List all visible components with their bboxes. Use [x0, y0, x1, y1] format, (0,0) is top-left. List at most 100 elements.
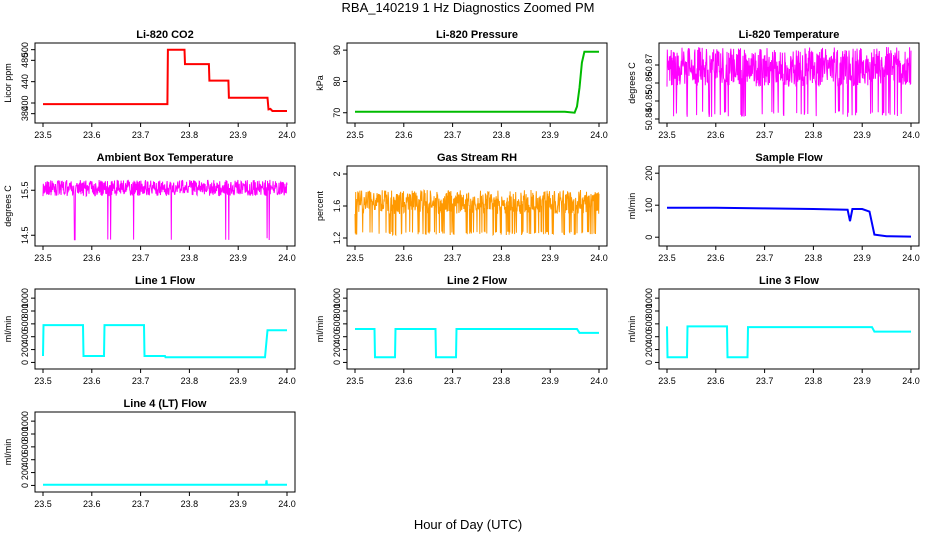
y-tick-label: 0 [20, 360, 30, 365]
y-tick-label: 50.84 [644, 108, 654, 131]
y-tick-label: 1000 [644, 288, 654, 308]
plot-frame [658, 288, 920, 370]
y-tick-label: 200 [20, 342, 30, 357]
chart-title: Line 3 Flow [759, 275, 819, 287]
x-tick-label: 23.9 [853, 376, 871, 386]
x-tick-label: 23.5 [658, 253, 676, 263]
chart-title: Line 4 (LT) Flow [124, 398, 207, 410]
x-tick-label: 23.7 [444, 253, 462, 263]
x-tick-label: 24.0 [278, 376, 296, 386]
x-tick-label: 23.9 [541, 376, 559, 386]
x-tick-label: 23.7 [756, 253, 774, 263]
plot-frame [658, 165, 920, 247]
x-tick-label: 23.6 [83, 499, 101, 509]
x-tick-label: 23.6 [395, 130, 413, 140]
chart-panel-sample-flow: Sample Flow ml/min 0 100 200 23.5 23.6 23.7 23.8… [627, 152, 920, 263]
y-tick-label: 800 [20, 303, 30, 318]
y-tick-label: 15.5 [20, 181, 30, 199]
y-tick-label: 50.85 [644, 90, 654, 113]
y-tick-label: 800 [20, 426, 30, 441]
y-tick-label: 400 [20, 329, 30, 344]
x-tick-label: 24.0 [590, 130, 608, 140]
x-tick-label: 23.9 [541, 130, 559, 140]
x-tick-label: 23.8 [493, 130, 511, 140]
y-axis-label: percent [315, 190, 325, 221]
x-tick-label: 23.8 [805, 130, 823, 140]
series-line [666, 46, 912, 118]
series-line [354, 189, 600, 237]
y-axis-label: ml/min [3, 316, 13, 343]
x-tick-label: 23.6 [83, 376, 101, 386]
x-tick-label: 23.5 [34, 376, 52, 386]
y-tick-label: 380 [20, 106, 30, 121]
x-tick-label: 23.8 [181, 376, 199, 386]
x-tick-label: 23.7 [132, 130, 150, 140]
x-tick-label: 23.8 [181, 253, 199, 263]
plot-frame [346, 288, 608, 370]
x-tick-label: 23.5 [34, 253, 52, 263]
y-tick-label: 1000 [20, 411, 30, 431]
y-tick-label: 500 [20, 42, 30, 57]
series-line [667, 206, 912, 238]
chart-title: Line 2 Flow [447, 275, 507, 287]
chart-title: Line 1 Flow [135, 275, 195, 287]
y-tick-label: 400 [20, 452, 30, 467]
x-axis-label: Hour of Day (UTC) [413, 517, 523, 532]
chart-title: Li-820 Pressure [436, 29, 518, 41]
y-axis-label: ml/min [315, 316, 325, 343]
y-tick-label: 0 [20, 483, 30, 488]
y-tick-label: 80 [332, 76, 342, 86]
x-tick-label: 23.7 [756, 376, 774, 386]
x-tick-label: 24.0 [278, 253, 296, 263]
x-tick-label: 23.5 [658, 376, 676, 386]
x-tick-label: 23.8 [805, 376, 823, 386]
y-tick-label: 0 [332, 360, 342, 365]
y-axis-label: degrees C [3, 185, 13, 227]
x-tick-label: 23.5 [658, 130, 676, 140]
y-tick-label: 0 [644, 235, 654, 240]
chart-panel-rh: Gas Stream RH percent 1.2 1.6 2 23.5 23.6 23.7 2… [315, 152, 608, 263]
x-tick-label: 23.6 [83, 130, 101, 140]
y-tick-label: 600 [644, 316, 654, 331]
x-tick-label: 23.8 [805, 253, 823, 263]
chart-title: Li-820 CO2 [136, 29, 193, 41]
series-line [43, 48, 287, 112]
x-tick-label: 24.0 [902, 376, 920, 386]
y-tick-label: 400 [332, 329, 342, 344]
x-tick-label: 23.7 [132, 499, 150, 509]
x-tick-label: 24.0 [278, 499, 296, 509]
y-tick-label: 90 [332, 45, 342, 55]
x-tick-label: 23.9 [853, 130, 871, 140]
x-tick-label: 23.6 [707, 253, 725, 263]
x-tick-label: 23.6 [395, 253, 413, 263]
series-line [43, 480, 287, 486]
y-axis-label: ml/min [3, 439, 13, 466]
y-tick-label: 200 [20, 465, 30, 480]
y-tick-label: 600 [332, 316, 342, 331]
y-axis-label: degrees C [627, 62, 637, 104]
y-tick-label: 480 [20, 53, 30, 68]
y-axis-label: kPa [315, 75, 325, 91]
y-tick-label: 100 [644, 198, 654, 213]
y-tick-label: 600 [20, 439, 30, 454]
y-tick-label: 800 [644, 303, 654, 318]
series-line [355, 50, 599, 114]
x-tick-label: 23.7 [444, 130, 462, 140]
x-tick-label: 23.7 [444, 376, 462, 386]
y-tick-label: 1.2 [332, 232, 342, 245]
x-tick-label: 23.5 [346, 376, 364, 386]
y-tick-label: 400 [644, 329, 654, 344]
x-tick-label: 23.6 [707, 130, 725, 140]
y-tick-label: 400 [20, 95, 30, 110]
x-tick-label: 23.8 [493, 376, 511, 386]
y-tick-label: 1.6 [332, 200, 342, 213]
y-tick-label: 200 [644, 166, 654, 181]
y-tick-label: 50.87 [644, 54, 654, 77]
x-tick-label: 23.5 [346, 130, 364, 140]
x-tick-label: 23.8 [181, 130, 199, 140]
x-tick-label: 23.6 [83, 253, 101, 263]
